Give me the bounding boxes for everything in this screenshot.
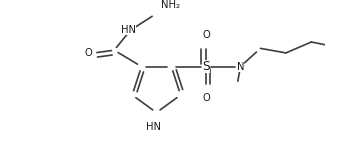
Text: O: O <box>202 30 210 40</box>
Text: N: N <box>237 62 244 72</box>
Text: HN: HN <box>121 25 136 35</box>
Text: S: S <box>202 60 210 73</box>
Text: O: O <box>202 93 210 103</box>
Text: O: O <box>85 48 93 58</box>
Text: NH₂: NH₂ <box>161 0 180 10</box>
Text: HN: HN <box>146 122 161 132</box>
